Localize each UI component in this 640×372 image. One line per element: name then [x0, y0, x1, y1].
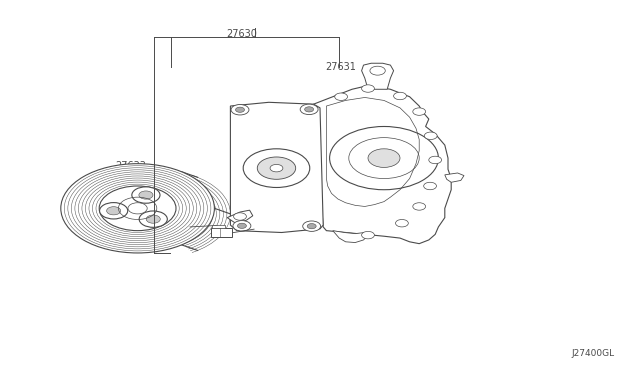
Circle shape: [233, 221, 251, 231]
Circle shape: [61, 164, 214, 253]
Circle shape: [303, 221, 321, 231]
Polygon shape: [362, 63, 394, 89]
Circle shape: [394, 92, 406, 100]
Circle shape: [300, 104, 318, 115]
Circle shape: [128, 203, 147, 214]
Circle shape: [362, 231, 374, 239]
Text: 27633: 27633: [115, 161, 146, 170]
Text: 27630: 27630: [227, 29, 257, 39]
Circle shape: [424, 132, 437, 140]
Text: 27631: 27631: [325, 62, 356, 72]
Polygon shape: [227, 210, 253, 223]
Circle shape: [424, 182, 436, 190]
Text: J27400GL: J27400GL: [572, 349, 614, 358]
Circle shape: [236, 107, 244, 112]
Circle shape: [100, 203, 128, 219]
Polygon shape: [314, 86, 451, 244]
Circle shape: [146, 215, 160, 223]
Circle shape: [139, 211, 167, 227]
Circle shape: [139, 191, 153, 199]
Circle shape: [335, 93, 348, 100]
Circle shape: [413, 203, 426, 210]
Circle shape: [99, 186, 176, 231]
Circle shape: [307, 224, 316, 229]
Polygon shape: [333, 231, 368, 243]
Circle shape: [305, 107, 314, 112]
Circle shape: [243, 149, 310, 187]
Circle shape: [234, 213, 246, 220]
Circle shape: [429, 156, 442, 164]
Circle shape: [231, 105, 249, 115]
Circle shape: [362, 85, 374, 92]
Circle shape: [270, 164, 283, 172]
Circle shape: [413, 108, 426, 115]
Circle shape: [132, 187, 160, 203]
Bar: [212, 225, 225, 228]
Circle shape: [370, 66, 385, 75]
Circle shape: [257, 157, 296, 179]
Bar: [211, 228, 232, 237]
Polygon shape: [230, 102, 323, 232]
Circle shape: [237, 223, 246, 228]
Circle shape: [368, 149, 400, 167]
Polygon shape: [445, 173, 464, 182]
Circle shape: [107, 207, 121, 215]
Circle shape: [396, 219, 408, 227]
